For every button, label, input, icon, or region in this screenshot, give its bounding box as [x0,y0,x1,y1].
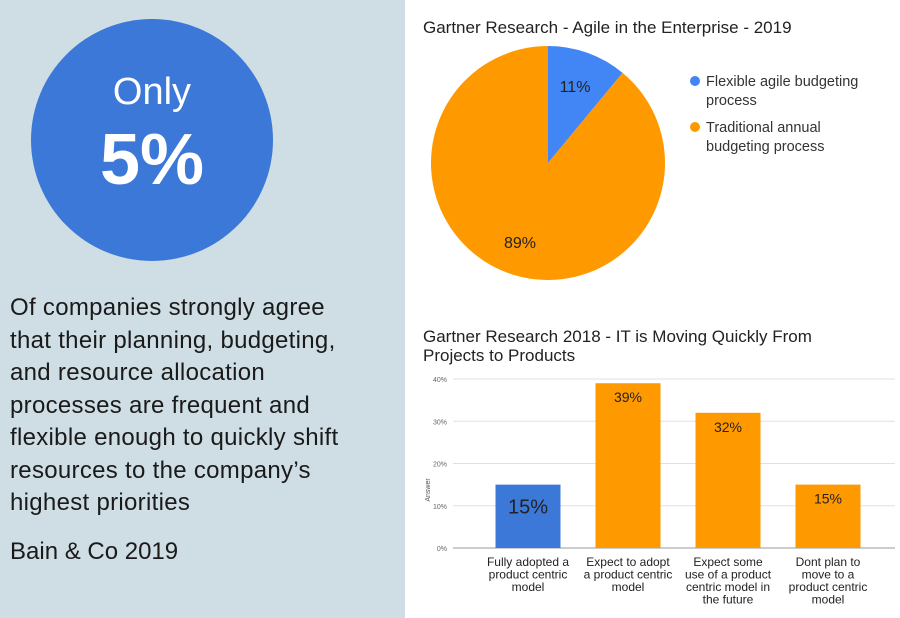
pie-data-label: 11% [560,79,591,96]
pie-slice [430,46,665,280]
bar-data-label: 39% [614,389,642,405]
statement-text: Of companies strongly agree that their pl… [10,292,338,520]
bar-chart-title: Gartner Research 2018 - IT is Moving Qui… [423,327,812,346]
statement-line: processes are frequent and [10,391,310,419]
y-tick-label: 30% [433,419,447,426]
x-tick-label: product centric [489,568,568,582]
legend-marker [690,122,700,132]
x-tick-label: Expect some [693,555,763,569]
statement-line: flexible enough to quickly shift [10,424,339,451]
statement-line: and resource allocation [10,359,266,386]
statement-line: resources to the company’s [10,456,311,484]
stat-circle: Only 5% [31,19,273,261]
pie-data-label: 89% [504,235,536,252]
statement-line: Of companies strongly agree [10,294,325,321]
bar [595,383,661,548]
bar-chart-title: Projects to Products [423,346,575,365]
y-tick-label: 10% [433,504,447,511]
x-tick-label: Fully adopted a [487,555,569,569]
y-tick-label: 0% [437,546,447,553]
x-tick-label: model [812,593,845,607]
bar-data-label: 15% [508,497,548,519]
x-tick-label: product centric [789,580,868,594]
bar-data-label: 32% [714,419,742,435]
x-tick-label: move to a [802,568,855,582]
x-tick-label: the future [703,593,754,607]
y-tick-label: 20% [433,462,447,469]
legend-label: Traditional annual [706,120,821,136]
x-tick-label: Dont plan to [796,555,861,569]
left-panel: Only 5% Of companies strongly agree that … [0,0,405,618]
x-tick-label: model [512,580,545,594]
bar [795,484,861,548]
x-tick-label: a product centric [584,568,673,582]
stat-value: 5% [99,120,205,200]
bar [695,412,761,548]
bar [495,484,561,548]
stat-label: Only [112,71,192,113]
statement-line: that their planning, budgeting, [10,326,336,354]
x-tick-label: Expect to adopt [586,555,670,569]
statement-line: highest priorities [10,489,191,516]
x-tick-label: model [612,580,645,594]
x-tick-label: use of a product [685,568,772,582]
legend-label: process [706,93,757,109]
y-tick-label: 40% [433,377,447,384]
legend-marker [690,76,700,86]
legend-label: Flexible agile budgeting [706,74,858,90]
source-citation: Bain & Co 2019 [10,538,179,565]
x-tick-label: centric model in [686,580,770,594]
y-axis-label: Answer [425,478,432,502]
bar-data-label: 15% [814,491,842,507]
pie-chart-title: Gartner Research - Agile in the Enterpri… [423,18,792,37]
pie-slice [548,46,623,163]
legend-label: budgeting process [706,139,825,155]
